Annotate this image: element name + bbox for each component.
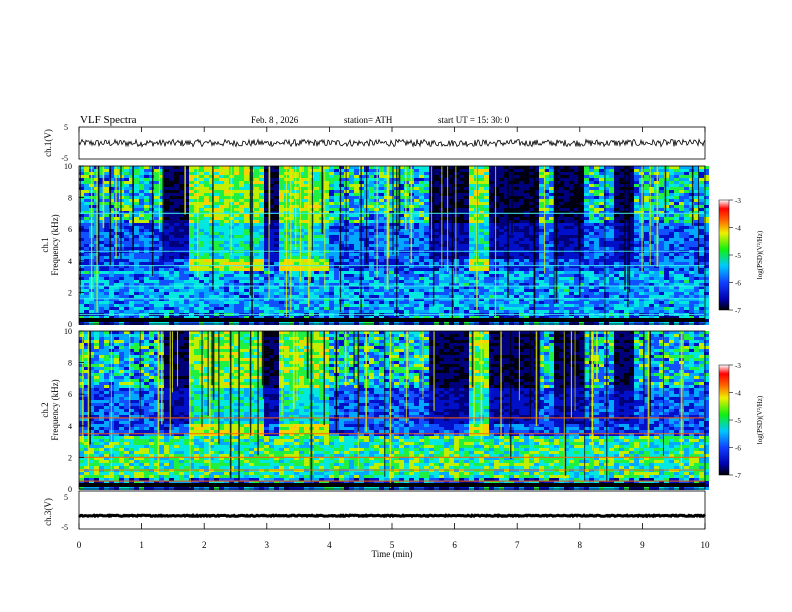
freq-tick-label: 2: [68, 453, 72, 462]
freq-tick-label: 2: [68, 288, 72, 297]
freq-tick-label: 0: [68, 320, 72, 329]
colorbar-tick-label: -5: [735, 252, 741, 260]
freq-tick-label: 10: [64, 162, 72, 171]
colorbar-tick-label: -4: [735, 390, 741, 398]
freq-tick-label: 4: [68, 422, 72, 431]
ch1-spectrogram-ylabel-line1: ch.1: [40, 237, 50, 252]
ch3-ytick-top: 5: [64, 493, 68, 502]
start-time-label: start UT = 15: 30: 0: [438, 115, 510, 125]
figure-title: VLF Spectra: [80, 114, 137, 126]
time-tick-label: 5: [390, 540, 395, 550]
station-label: station= ATH: [344, 115, 393, 125]
ch2-colorbar: [718, 364, 730, 476]
ch1-waveform-panel: 5 -5 ch.1(V): [43, 123, 706, 163]
ch3-waveform-frame: [78, 490, 706, 530]
ch1-ytick-top: 5: [64, 123, 68, 132]
freq-tick-label: 0: [68, 485, 72, 494]
time-tick-label: 8: [578, 540, 583, 550]
ch1-waveform-ylabel: ch.1(V): [43, 129, 53, 157]
ch1-spectrogram-image: [79, 166, 709, 325]
colorbar-tick-label: -5: [735, 417, 741, 425]
ch2-spectrogram-frame: [78, 330, 706, 490]
ch3-ytick-bottom: -5: [61, 523, 68, 532]
date-label: Feb. 8 , 2026: [251, 115, 299, 125]
ch3-waveform-panel: 5 -5 ch.3(V): [43, 490, 706, 532]
freq-tick-label: 10: [64, 327, 72, 336]
ch1-spectrogram-frame: [78, 165, 706, 325]
ch2-spectrogram-ylabel-line2: Frequency (kHz): [50, 379, 60, 440]
freq-tick-label: 6: [68, 225, 72, 234]
time-tick-label: 1: [139, 540, 144, 550]
colorbar-tick-label: -6: [735, 445, 741, 453]
ch3-waveform-trace: [78, 513, 706, 519]
colorbar-tick-label: -3: [735, 197, 741, 205]
ch1-colorbar-label: log(PSD)(V²/Hz): [756, 230, 764, 279]
time-tick-label: 9: [640, 540, 645, 550]
colorbar-tick-label: -7: [735, 307, 741, 315]
time-tick-label: 2: [202, 540, 207, 550]
ch1-colorbar: [718, 199, 730, 311]
freq-tick-label: 4: [68, 257, 72, 266]
time-tick-label: 4: [327, 540, 332, 550]
time-tick-label: 10: [701, 540, 711, 550]
colorbar-tick-label: -4: [735, 225, 741, 233]
ch2-colorbar-label: log(PSD)(V²/Hz): [756, 395, 764, 444]
ch2-spectrogram-ylabel-line1: ch.2: [40, 402, 50, 417]
freq-tick-label: 8: [68, 194, 72, 203]
time-axis: 0 1 2 3 4 5 6 7 8 9 10: [77, 127, 710, 550]
colorbar-tick-label: -7: [735, 472, 741, 480]
time-axis-label: Time (min): [372, 549, 413, 559]
ch1-waveform-trace: [78, 138, 706, 148]
freq-tick-label: 8: [68, 359, 72, 368]
colorbar-tick-label: -3: [735, 362, 741, 370]
time-tick-label: 6: [452, 540, 457, 550]
time-tick-label: 3: [265, 540, 270, 550]
time-tick-label: 0: [77, 540, 82, 550]
ch2-spectrogram-image: [79, 331, 709, 490]
freq-tick-label: 6: [68, 390, 72, 399]
ch1-spectrogram-ylabel-line2: Frequency (kHz): [50, 214, 60, 275]
ch3-waveform-ylabel: ch.3(V): [43, 498, 53, 526]
time-tick-label: 7: [515, 540, 520, 550]
ch1-ytick-bottom: -5: [61, 154, 68, 163]
colorbar-tick-label: -6: [735, 280, 741, 288]
